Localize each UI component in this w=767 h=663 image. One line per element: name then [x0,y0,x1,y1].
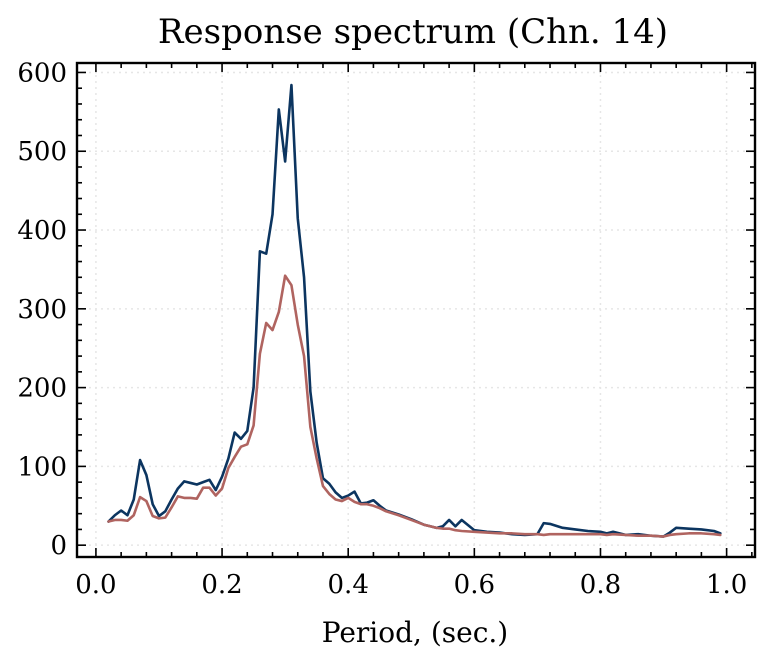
data-series [107,83,722,538]
series-line-2 [107,274,722,538]
x-tick-label: 0.2 [201,570,242,600]
y-tick-label: 600 [17,58,67,88]
y-tick-label: 0 [50,531,67,561]
axis-ticks: 0.0 0.2 0.4 0.6 0.8 1.0 0 100 200 300 400 500 600 [17,58,755,600]
grid [77,63,755,557]
x-tick-label: 0.4 [328,570,369,600]
x-axis-label: Period, (sec.) [322,616,508,649]
x-tick-label: 0.0 [75,570,116,600]
x-tick-label: 1.0 [706,570,747,600]
plot-frame [75,61,757,559]
y-tick-label: 100 [17,452,67,482]
y-tick-label: 500 [17,137,67,167]
y-tick-label: 400 [17,216,67,246]
y-tick-label: 300 [17,295,67,325]
x-tick-label: 0.6 [454,570,495,600]
x-tick-label: 0.8 [580,570,621,600]
series-line-1 [107,83,722,538]
y-tick-label: 200 [17,374,67,404]
chart-title: Response spectrum (Chn. 14) [158,12,668,52]
